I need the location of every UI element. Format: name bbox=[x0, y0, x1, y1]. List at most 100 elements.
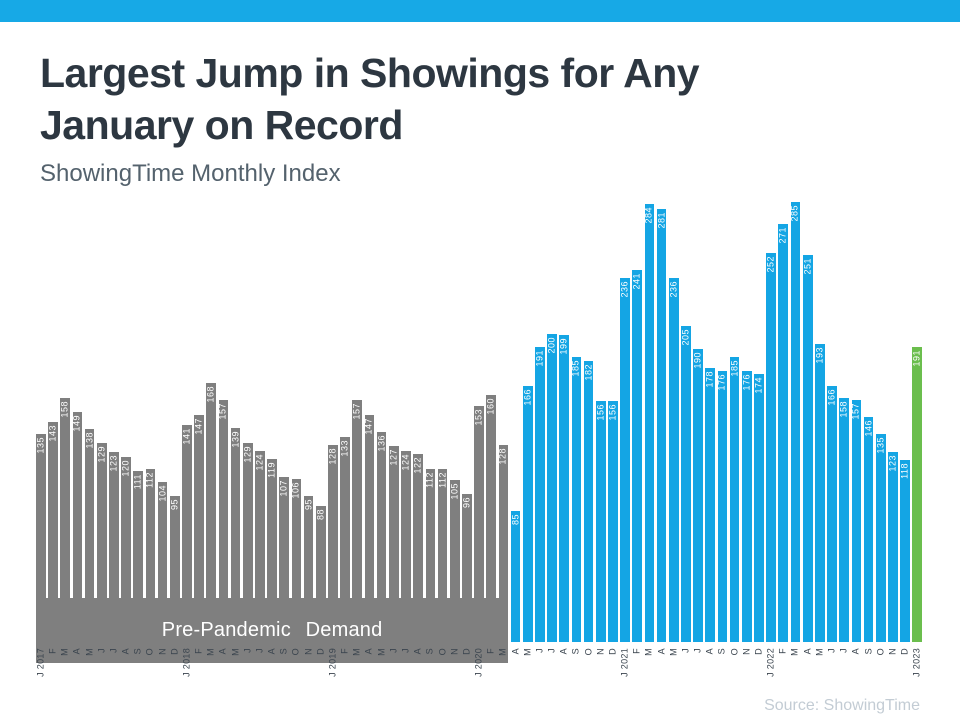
bar-value-label: 285 bbox=[789, 205, 800, 222]
x-axis-label: O bbox=[144, 648, 155, 656]
bar-value-label: 191 bbox=[911, 350, 922, 367]
x-axis-tick: O bbox=[437, 645, 448, 697]
x-axis-tick: A bbox=[71, 645, 83, 697]
x-axis-tick: A bbox=[510, 645, 521, 697]
x-axis-tick: A bbox=[363, 645, 375, 697]
x-axis-label: M bbox=[230, 648, 241, 657]
bar: 185 bbox=[729, 356, 740, 643]
x-axis-label: A bbox=[217, 648, 228, 655]
x-axis-label: D bbox=[607, 648, 618, 656]
bar-value-label: 160 bbox=[485, 398, 496, 415]
x-axis-label: A bbox=[412, 648, 423, 655]
bar-value-label: 236 bbox=[668, 280, 679, 298]
x-axis-label: M bbox=[522, 648, 533, 657]
bar-value-label: 156 bbox=[595, 404, 606, 422]
x-axis-tick: N bbox=[449, 645, 460, 697]
bar-value-label: 200 bbox=[546, 336, 557, 354]
x-axis-label: M bbox=[376, 648, 387, 657]
bar-value-label: 193 bbox=[814, 347, 825, 364]
bar-value-label: 158 bbox=[59, 401, 70, 418]
x-axis-label: A bbox=[558, 648, 569, 655]
x-axis-label: O bbox=[875, 648, 886, 656]
bar-value-label: 107 bbox=[278, 480, 289, 497]
page-title: Largest Jump in Showings for Any January… bbox=[40, 48, 922, 151]
x-axis-label: J bbox=[242, 648, 253, 654]
x-axis-label: D bbox=[899, 648, 910, 656]
pre-pandemic-label: Pre-Pandemic Demand bbox=[161, 619, 383, 642]
x-axis-label: F bbox=[485, 648, 496, 655]
x-axis-tick: F bbox=[48, 645, 58, 697]
x-axis-tick: M bbox=[352, 645, 362, 697]
x-axis-label: A bbox=[266, 648, 277, 655]
x-axis-tick: J bbox=[534, 645, 545, 697]
x-axis-label: M bbox=[59, 648, 70, 657]
bar-value-label: 141 bbox=[181, 427, 192, 445]
bar-value-label: 147 bbox=[193, 418, 204, 435]
x-axis-label: F bbox=[339, 648, 350, 655]
x-axis-tick: O bbox=[583, 645, 594, 697]
x-axis-tick: O bbox=[144, 645, 156, 697]
bar: 123 bbox=[108, 452, 119, 643]
bar-value-label: 123 bbox=[887, 455, 898, 472]
bar-value-label: 135 bbox=[875, 436, 886, 454]
bar: 205 bbox=[680, 325, 691, 643]
bar: 157 bbox=[850, 399, 862, 643]
x-axis-label: J 2017 bbox=[35, 648, 46, 678]
x-axis-tick: M bbox=[376, 645, 387, 697]
bar-value-label: 156 bbox=[607, 404, 618, 422]
bar: 157 bbox=[352, 399, 363, 643]
pre-pandemic-band: Pre-Pandemic Demand bbox=[36, 598, 509, 664]
x-axis-tick: F bbox=[778, 645, 788, 697]
bar: 174 bbox=[753, 373, 764, 643]
x-axis-tick: A bbox=[217, 645, 229, 697]
bar-value-label: 133 bbox=[339, 439, 350, 457]
x-axis-tick: J bbox=[388, 645, 399, 697]
x-axis-label: N bbox=[741, 648, 752, 656]
x-axis-tick: J bbox=[254, 645, 265, 697]
x-axis-tick: J bbox=[242, 645, 253, 697]
bar-value-label: 158 bbox=[838, 401, 849, 418]
bar-value-label: 129 bbox=[96, 446, 107, 463]
x-axis-label: M bbox=[497, 648, 508, 657]
bar: 281 bbox=[656, 208, 667, 643]
bar: 106 bbox=[291, 478, 302, 643]
x-axis-label: D bbox=[169, 648, 180, 656]
bar: 112 bbox=[437, 469, 448, 643]
bar: 153 bbox=[473, 406, 484, 643]
x-axis-label: A bbox=[71, 648, 82, 655]
bar: 252 bbox=[766, 253, 776, 643]
bar-value-label: 205 bbox=[680, 328, 691, 346]
x-axis-label: J bbox=[838, 648, 849, 654]
x-axis-tick: S bbox=[279, 645, 289, 697]
x-axis-label: N bbox=[449, 648, 460, 656]
bar: 128 bbox=[327, 444, 338, 643]
bar-value-label: 251 bbox=[802, 257, 813, 275]
x-axis-tick: F bbox=[340, 645, 350, 697]
x-axis-tick: M bbox=[814, 645, 825, 697]
bar-value-label: 129 bbox=[242, 446, 253, 463]
x-axis-tick: S bbox=[425, 645, 436, 697]
bar: 285 bbox=[789, 202, 801, 643]
bar-value-label: 178 bbox=[704, 370, 715, 388]
x-axis-label: J 2023 bbox=[911, 648, 922, 678]
x-axis-tick: J bbox=[96, 645, 107, 697]
bar-value-label: 157 bbox=[850, 402, 861, 420]
x-axis-label: A bbox=[363, 648, 374, 655]
bar-value-label: 182 bbox=[583, 364, 594, 381]
bar-value-label: 271 bbox=[777, 226, 788, 244]
x-axis-label: N bbox=[887, 648, 898, 656]
bar: 146 bbox=[863, 416, 874, 643]
bar-value-label: 153 bbox=[473, 409, 484, 426]
bar: 147 bbox=[193, 415, 204, 643]
bar-value-label: 143 bbox=[47, 424, 58, 442]
bar: 149 bbox=[72, 412, 83, 643]
x-axis-tick: J bbox=[400, 645, 411, 697]
x-axis-tick: J bbox=[839, 645, 849, 697]
x-axis-tick: A bbox=[413, 645, 423, 697]
bar: 135 bbox=[875, 433, 886, 643]
bar: 128 bbox=[498, 444, 509, 643]
x-axis-tick: D bbox=[169, 645, 180, 697]
bar-value-label: 236 bbox=[619, 280, 630, 298]
bar-value-label: 111 bbox=[132, 473, 143, 490]
bar: 127 bbox=[388, 446, 399, 643]
